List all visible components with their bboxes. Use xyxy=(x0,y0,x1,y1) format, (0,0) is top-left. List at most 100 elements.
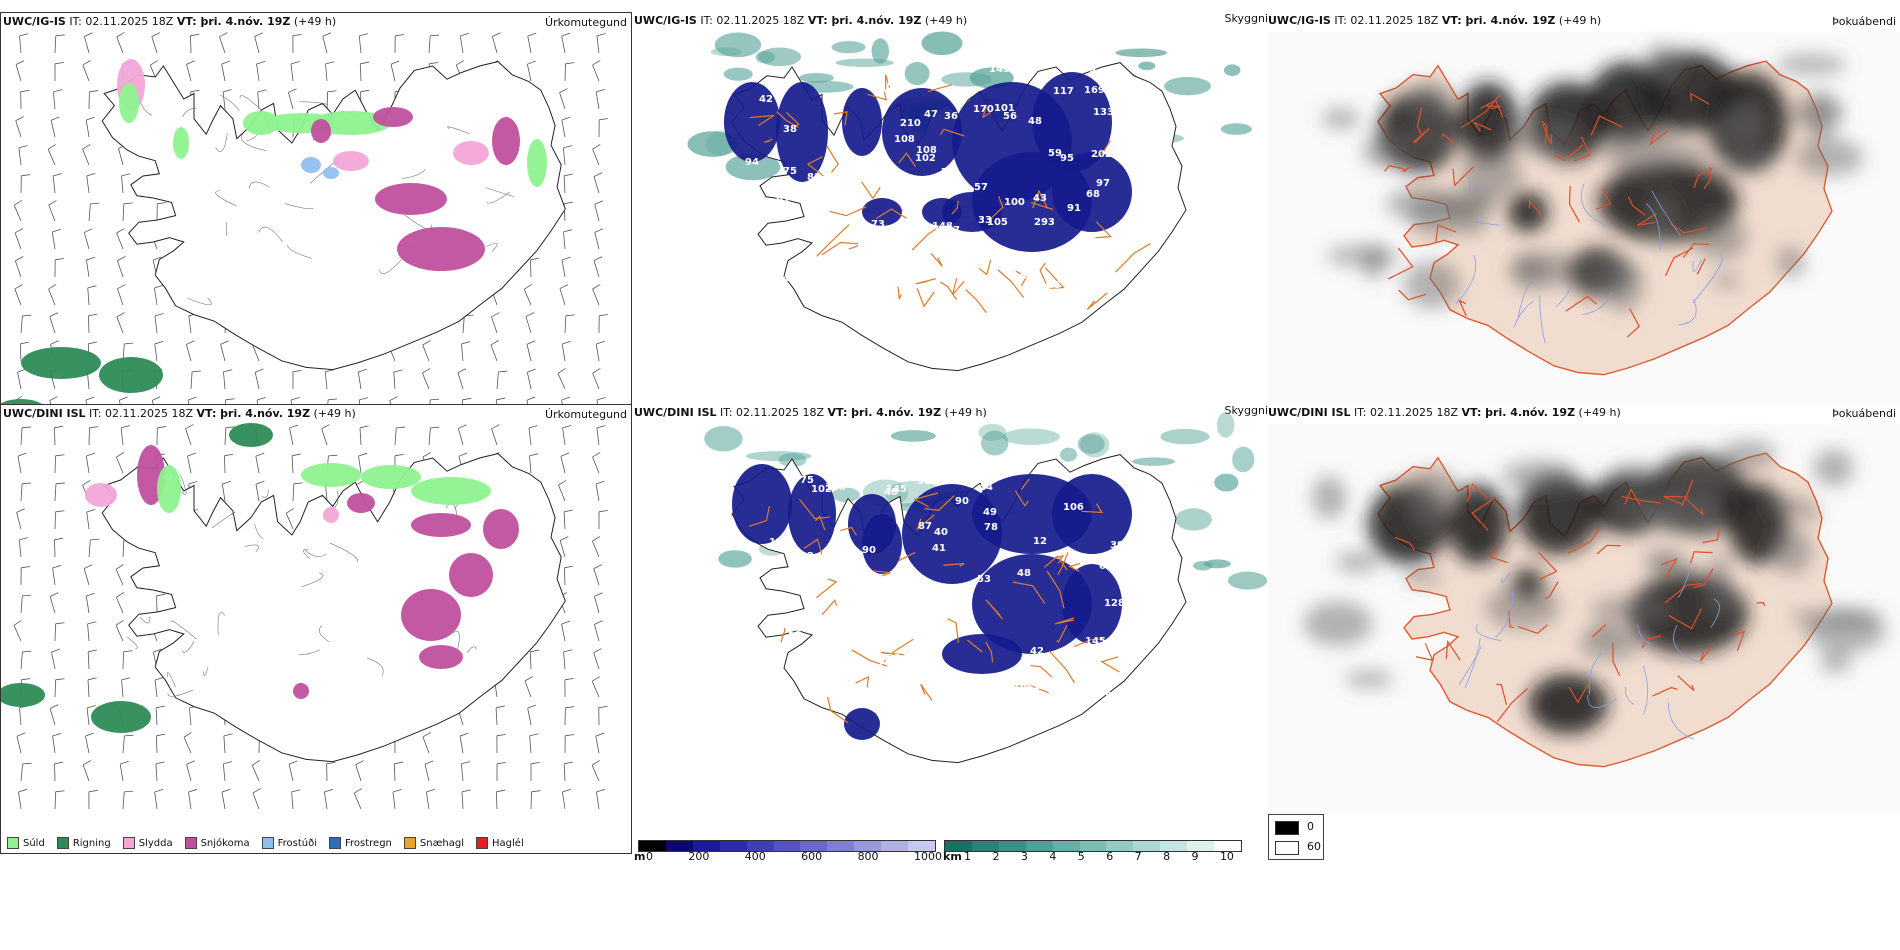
cloud-base-value: 82 xyxy=(900,691,914,702)
low-visibility-area xyxy=(1132,457,1176,466)
wind-barb xyxy=(54,510,65,530)
wind-barb xyxy=(324,369,335,390)
wind-barb xyxy=(428,426,440,446)
contour-line xyxy=(261,489,269,498)
wind-barb xyxy=(52,564,62,586)
wind-barb xyxy=(54,425,64,446)
wind-barb xyxy=(54,790,65,810)
road-network xyxy=(1394,479,1766,722)
road-network xyxy=(749,478,1120,724)
cloud-base-value: 51 xyxy=(917,476,931,487)
source-label: UWC/IG-IS xyxy=(634,14,697,27)
wind-barb xyxy=(560,452,570,474)
road-segment xyxy=(1544,581,1559,600)
road-segment xyxy=(911,223,944,251)
low-visibility-area xyxy=(687,131,738,157)
road-segment xyxy=(1394,536,1415,551)
contour-line xyxy=(139,616,151,624)
wind-barb xyxy=(88,789,98,810)
legend-label: Snjókoma xyxy=(200,837,250,849)
wind-barb xyxy=(256,60,266,82)
road-segment xyxy=(1699,645,1714,662)
cloud-base-value: 48 xyxy=(1028,116,1042,127)
road-segment xyxy=(989,195,1004,220)
legend-item-snaehagl: Snæhagl xyxy=(403,837,464,849)
tick-label: 6 xyxy=(1106,850,1114,863)
road-segment xyxy=(1489,547,1508,564)
low-visibility-area xyxy=(981,430,1009,456)
wind-barb xyxy=(155,705,165,726)
river-line xyxy=(1692,259,1702,272)
wind-barb xyxy=(563,649,573,670)
colorbar-step xyxy=(998,841,1026,851)
contour-line xyxy=(486,191,510,204)
contour-line xyxy=(299,101,328,105)
wind-barb xyxy=(523,284,532,306)
source-label: UWC/IG-IS xyxy=(3,15,66,28)
river-line xyxy=(1673,624,1705,665)
fog-moderate-area xyxy=(1708,595,1738,613)
wind-barb xyxy=(594,228,604,250)
wind-barb xyxy=(422,368,431,390)
contour-line xyxy=(241,133,267,151)
wind-barb xyxy=(595,340,605,362)
colorbar-step xyxy=(971,841,999,851)
road-segment xyxy=(821,599,838,616)
road-segment xyxy=(898,551,916,562)
contour-line xyxy=(215,133,228,152)
road-segment xyxy=(1096,139,1111,158)
wind-barb xyxy=(156,593,166,614)
wind-barb xyxy=(526,368,536,390)
road-segment xyxy=(1553,144,1584,162)
road-segment xyxy=(749,114,775,126)
road-segment xyxy=(1032,189,1049,209)
road-segment xyxy=(1732,630,1746,651)
wind-barb xyxy=(87,677,97,698)
cloud-base-colorbar xyxy=(638,840,936,852)
precip-map xyxy=(1,423,608,810)
fog-dense-area xyxy=(1508,192,1548,232)
fog-header: UWC/IG-IS IT: 02.11.2025 18Z VT: þri. 4.… xyxy=(1268,14,1601,28)
road-segment xyxy=(776,111,799,128)
fog-moderate-area xyxy=(1795,139,1864,176)
legend-item-snjokoma: Snjókoma xyxy=(184,837,250,849)
cloud-base-value: 90 xyxy=(862,545,876,556)
road-segment xyxy=(840,526,858,536)
cloud-base-value: 97 xyxy=(1096,178,1110,189)
road-segment xyxy=(1568,185,1581,223)
road-segment xyxy=(1612,642,1621,677)
road-segment xyxy=(855,675,870,688)
wind-barb xyxy=(559,536,569,558)
contour-line xyxy=(485,187,514,197)
cloud-base-value: 44 xyxy=(979,482,993,493)
fog-moderate-area xyxy=(1709,552,1730,602)
legend-swatch xyxy=(56,837,69,849)
fog-moderate-area xyxy=(1403,571,1444,585)
road-segment xyxy=(1115,243,1151,273)
wind-barb xyxy=(592,144,601,166)
road-segment xyxy=(1682,243,1709,259)
road-segment xyxy=(1452,166,1475,187)
cloud-base-value: 53 xyxy=(977,574,991,585)
wind-barb xyxy=(47,144,56,166)
river-line xyxy=(1500,572,1511,583)
wind-barb xyxy=(591,676,601,698)
cloud-base-value: 40 xyxy=(934,527,948,538)
contour-line xyxy=(287,245,312,259)
river-line xyxy=(1517,279,1537,320)
contour-line xyxy=(452,631,460,651)
road-segment xyxy=(1517,624,1548,635)
cloud-base-value: 102 xyxy=(811,484,832,495)
fog-moderate-area xyxy=(1590,596,1670,621)
wind-barb xyxy=(529,453,539,474)
cloud-base-value: 100 xyxy=(1004,197,1025,208)
precip-cell-rigning xyxy=(21,347,101,379)
road-segment xyxy=(1641,635,1662,649)
visibility-colorbar xyxy=(944,840,1242,852)
wind-barb xyxy=(20,174,31,194)
wind-barb xyxy=(561,620,571,642)
cloud-base-value: 169 xyxy=(1084,85,1105,96)
wind-barb xyxy=(219,32,228,54)
road-segment xyxy=(1696,258,1706,275)
tick-label: 10 xyxy=(1219,850,1234,863)
